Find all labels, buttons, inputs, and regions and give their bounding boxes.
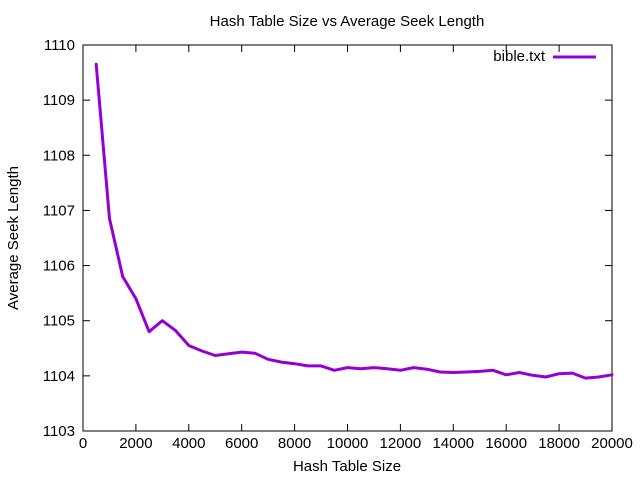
x-axis: 0 2000 4000 6000 8000 10000 12000 14000 16000 180… bbox=[79, 45, 633, 452]
y-tick-label: 1105 bbox=[43, 313, 75, 330]
y-axis: 1103 1104 1105 1106 1107 1108 1109 1110 bbox=[43, 37, 612, 440]
plot-frame bbox=[82, 44, 613, 432]
x-tick-label: 12000 bbox=[380, 435, 422, 452]
x-tick-label: 4000 bbox=[172, 435, 205, 452]
legend-label: bible.txt bbox=[493, 48, 546, 65]
x-tick-label: 14000 bbox=[432, 435, 474, 452]
series-layer bbox=[94, 62, 614, 380]
y-axis-label: Average Seek Length bbox=[5, 166, 22, 310]
x-tick-label: 20000 bbox=[591, 435, 633, 452]
x-tick-label: 2000 bbox=[119, 435, 152, 452]
x-tick-label: 0 bbox=[79, 435, 87, 452]
chart-title: Hash Table Size vs Average Seek Length bbox=[210, 13, 485, 30]
y-tick-label: 1108 bbox=[43, 147, 75, 164]
x-tick-label: 10000 bbox=[327, 435, 369, 452]
y-tick-label: 1109 bbox=[43, 92, 75, 109]
x-axis-label: Hash Table Size bbox=[293, 458, 401, 475]
x-tick-label: 8000 bbox=[278, 435, 311, 452]
series-line bbox=[94, 62, 614, 380]
y-tick-label: 1106 bbox=[43, 258, 75, 275]
x-tick-label: 16000 bbox=[485, 435, 527, 452]
x-tick-label: 18000 bbox=[538, 435, 580, 452]
x-tick-label: 6000 bbox=[225, 435, 258, 452]
y-tick-label: 1110 bbox=[44, 37, 75, 54]
y-tick-label: 1107 bbox=[43, 202, 75, 219]
legend: bible.txt bbox=[493, 48, 596, 65]
y-tick-label: 1104 bbox=[43, 368, 75, 385]
y-tick-label: 1103 bbox=[43, 423, 75, 440]
